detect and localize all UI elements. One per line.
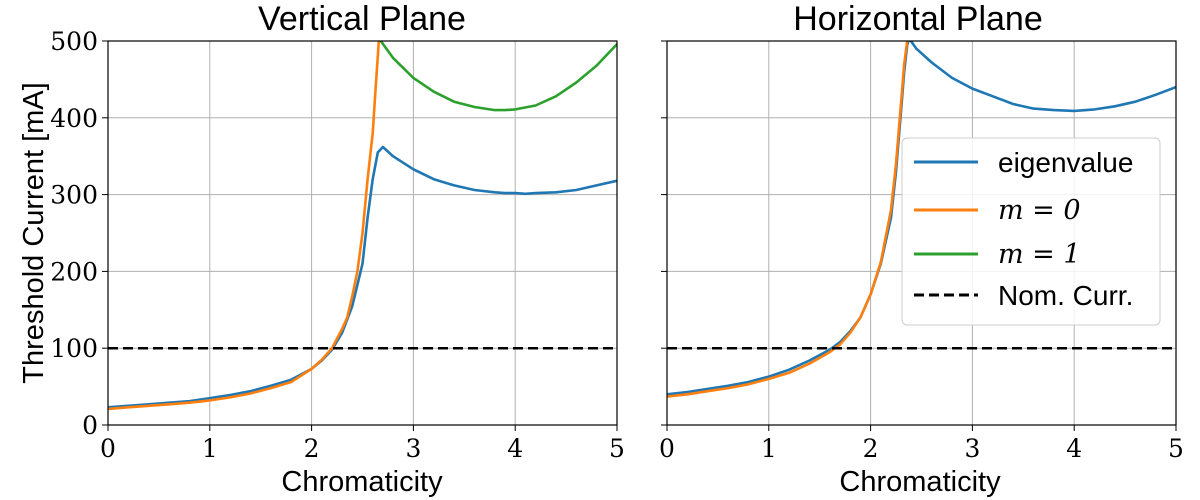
vertical-plane-panel: 0 1 2 3 4 5 0 100 200 300 400 500 Vertical Plane Ch… <box>18 0 625 498</box>
x-tick-label: 3 <box>964 434 980 463</box>
vertical-series-eigenvalue <box>108 145 617 409</box>
horizontal-plane-series <box>667 41 1176 398</box>
vertical-plane-ticks: 0 1 2 3 4 5 0 100 200 300 400 500 <box>50 27 625 463</box>
x-tick-label: 4 <box>1066 434 1082 463</box>
legend-label-eigenvalue: eigenvalue <box>998 147 1133 178</box>
legend: eigenvalue m = 0 m = 1 Nom. Curr. <box>901 137 1161 326</box>
legend-label-nominal: Nom. Curr. <box>998 280 1133 311</box>
horizontal-plane-xlabel: Chromaticity <box>839 466 1001 498</box>
x-tick-label: 0 <box>100 434 116 463</box>
x-tick-label: 1 <box>761 434 777 463</box>
horizontal-plane-frame <box>666 40 1177 426</box>
x-tick-label: 0 <box>659 434 675 463</box>
y-tick-label: 200 <box>50 257 98 286</box>
x-tick-label: 3 <box>405 434 421 463</box>
vertical-plane-ylabel: Threshold Current [mA] <box>18 82 50 383</box>
x-tick-label: 1 <box>202 434 218 463</box>
y-tick-label: 400 <box>50 104 98 133</box>
vertical-series-m-0 <box>108 41 381 411</box>
horizontal-series-m-0 <box>667 41 909 398</box>
legend-label-m0: m = 0 <box>998 195 1081 226</box>
y-tick-label: 300 <box>50 181 98 210</box>
horizontal-plane-ticks: 0 1 2 3 4 5 <box>659 40 1184 463</box>
vertical-plane-title: Vertical Plane <box>258 0 466 38</box>
vertical-plane-xlabel: Chromaticity <box>281 466 443 498</box>
x-tick-label: 4 <box>507 434 523 463</box>
y-tick-label: 0 <box>82 411 98 440</box>
y-tick-label: 500 <box>50 27 98 56</box>
vertical-series-m-1 <box>379 41 617 112</box>
x-tick-label: 5 <box>609 434 625 463</box>
legend-label-m1: m = 1 <box>998 239 1081 270</box>
vertical-plane-series <box>108 41 617 411</box>
horizontal-plane-panel: 0 1 2 3 4 5 Horizontal Plane Chromaticity <box>659 0 1184 498</box>
x-tick-label: 5 <box>1168 434 1184 463</box>
legend-box <box>901 137 1161 326</box>
horizontal-plane-title: Horizontal Plane <box>793 0 1042 38</box>
x-tick-label: 2 <box>304 434 320 463</box>
x-tick-label: 2 <box>863 434 879 463</box>
y-tick-label: 100 <box>50 334 98 363</box>
vertical-plane-frame <box>107 40 618 426</box>
